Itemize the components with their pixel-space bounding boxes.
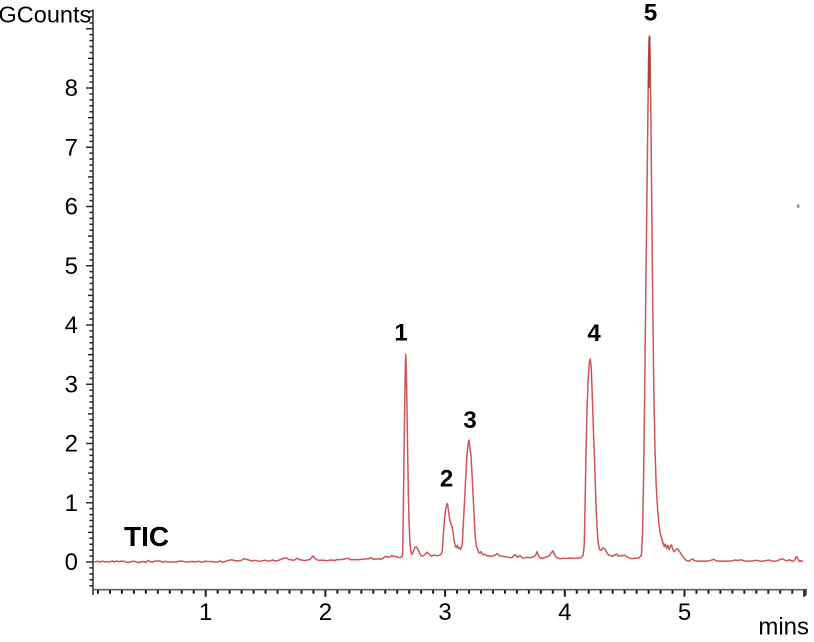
svg-text:4: 4 xyxy=(558,599,571,626)
svg-text:2: 2 xyxy=(65,431,78,458)
svg-text:3: 3 xyxy=(438,599,451,626)
svg-text:1: 1 xyxy=(199,599,212,626)
svg-text:2: 2 xyxy=(319,599,332,626)
svg-text:7: 7 xyxy=(65,135,78,162)
svg-text:4: 4 xyxy=(587,320,601,347)
svg-text:6: 6 xyxy=(65,194,78,221)
svg-text:8: 8 xyxy=(65,75,78,102)
svg-text:3: 3 xyxy=(65,372,78,399)
svg-text:5: 5 xyxy=(678,599,691,626)
svg-text:2: 2 xyxy=(440,466,453,493)
svg-text:5: 5 xyxy=(644,0,657,27)
svg-text:4: 4 xyxy=(65,312,78,339)
svg-text:5: 5 xyxy=(65,253,78,280)
svg-text:0: 0 xyxy=(65,549,78,576)
svg-text:3: 3 xyxy=(463,407,476,434)
svg-text:TIC: TIC xyxy=(124,521,169,552)
svg-text:1: 1 xyxy=(394,320,407,347)
svg-text:1: 1 xyxy=(65,490,78,517)
svg-text:mins: mins xyxy=(758,614,809,638)
svg-text:GCounts: GCounts xyxy=(0,2,91,28)
